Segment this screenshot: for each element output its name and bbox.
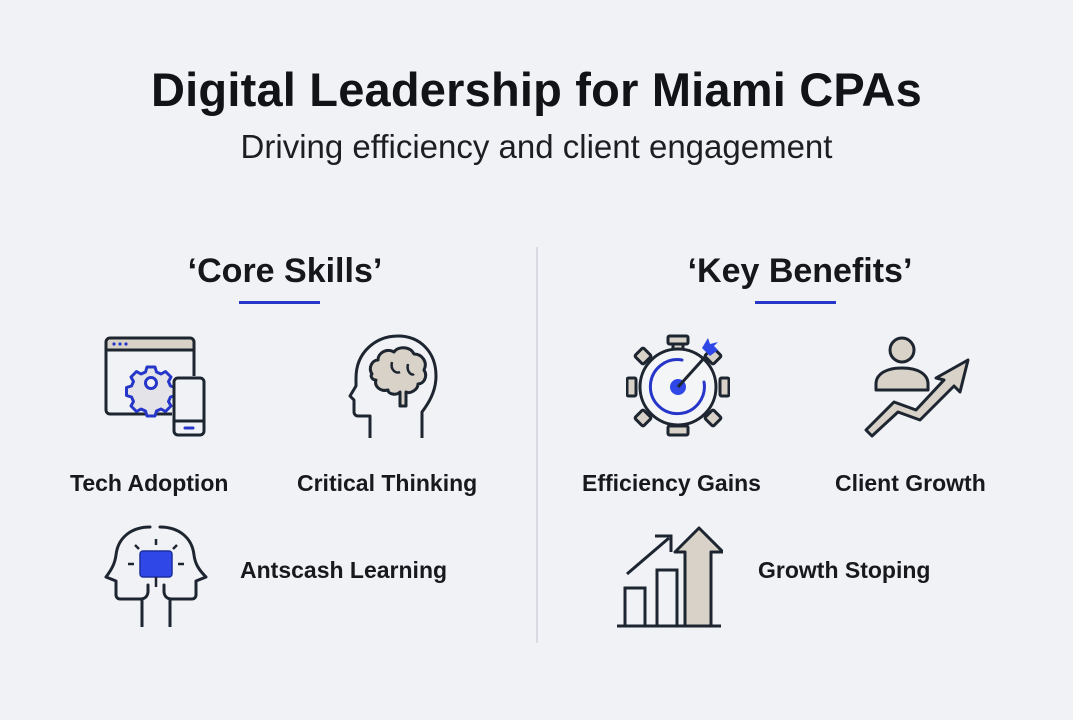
label-critical-thinking: Critical Thinking (297, 470, 478, 496)
key-benefits-heading: ‘Key Benefits’ (687, 252, 913, 290)
person-growth-arrow-icon (864, 336, 970, 438)
head-chip-icon (104, 525, 208, 627)
bar-chart-up-arrow-icon (617, 526, 723, 628)
label-tech-adoption: Tech Adoption (70, 470, 229, 496)
browser-gear-phone-icon (104, 336, 206, 437)
section-divider (536, 247, 538, 643)
label-client-growth: Client Growth (835, 470, 986, 496)
label-growth-stoping: Growth Stoping (758, 557, 931, 583)
label-efficiency-gains: Efficiency Gains (582, 470, 761, 496)
core-skills-underline (239, 301, 320, 304)
gear-target-icon (626, 334, 730, 437)
core-skills-heading: ‘Core Skills’ (187, 252, 383, 290)
page-title: Digital Leadership for Miami CPAs (151, 63, 922, 116)
label-antscash-learning: Antscash Learning (240, 557, 448, 583)
page-subtitle: Driving efficiency and client engagement (240, 128, 833, 165)
key-benefits-underline (755, 301, 836, 304)
head-brain-icon (348, 334, 438, 438)
